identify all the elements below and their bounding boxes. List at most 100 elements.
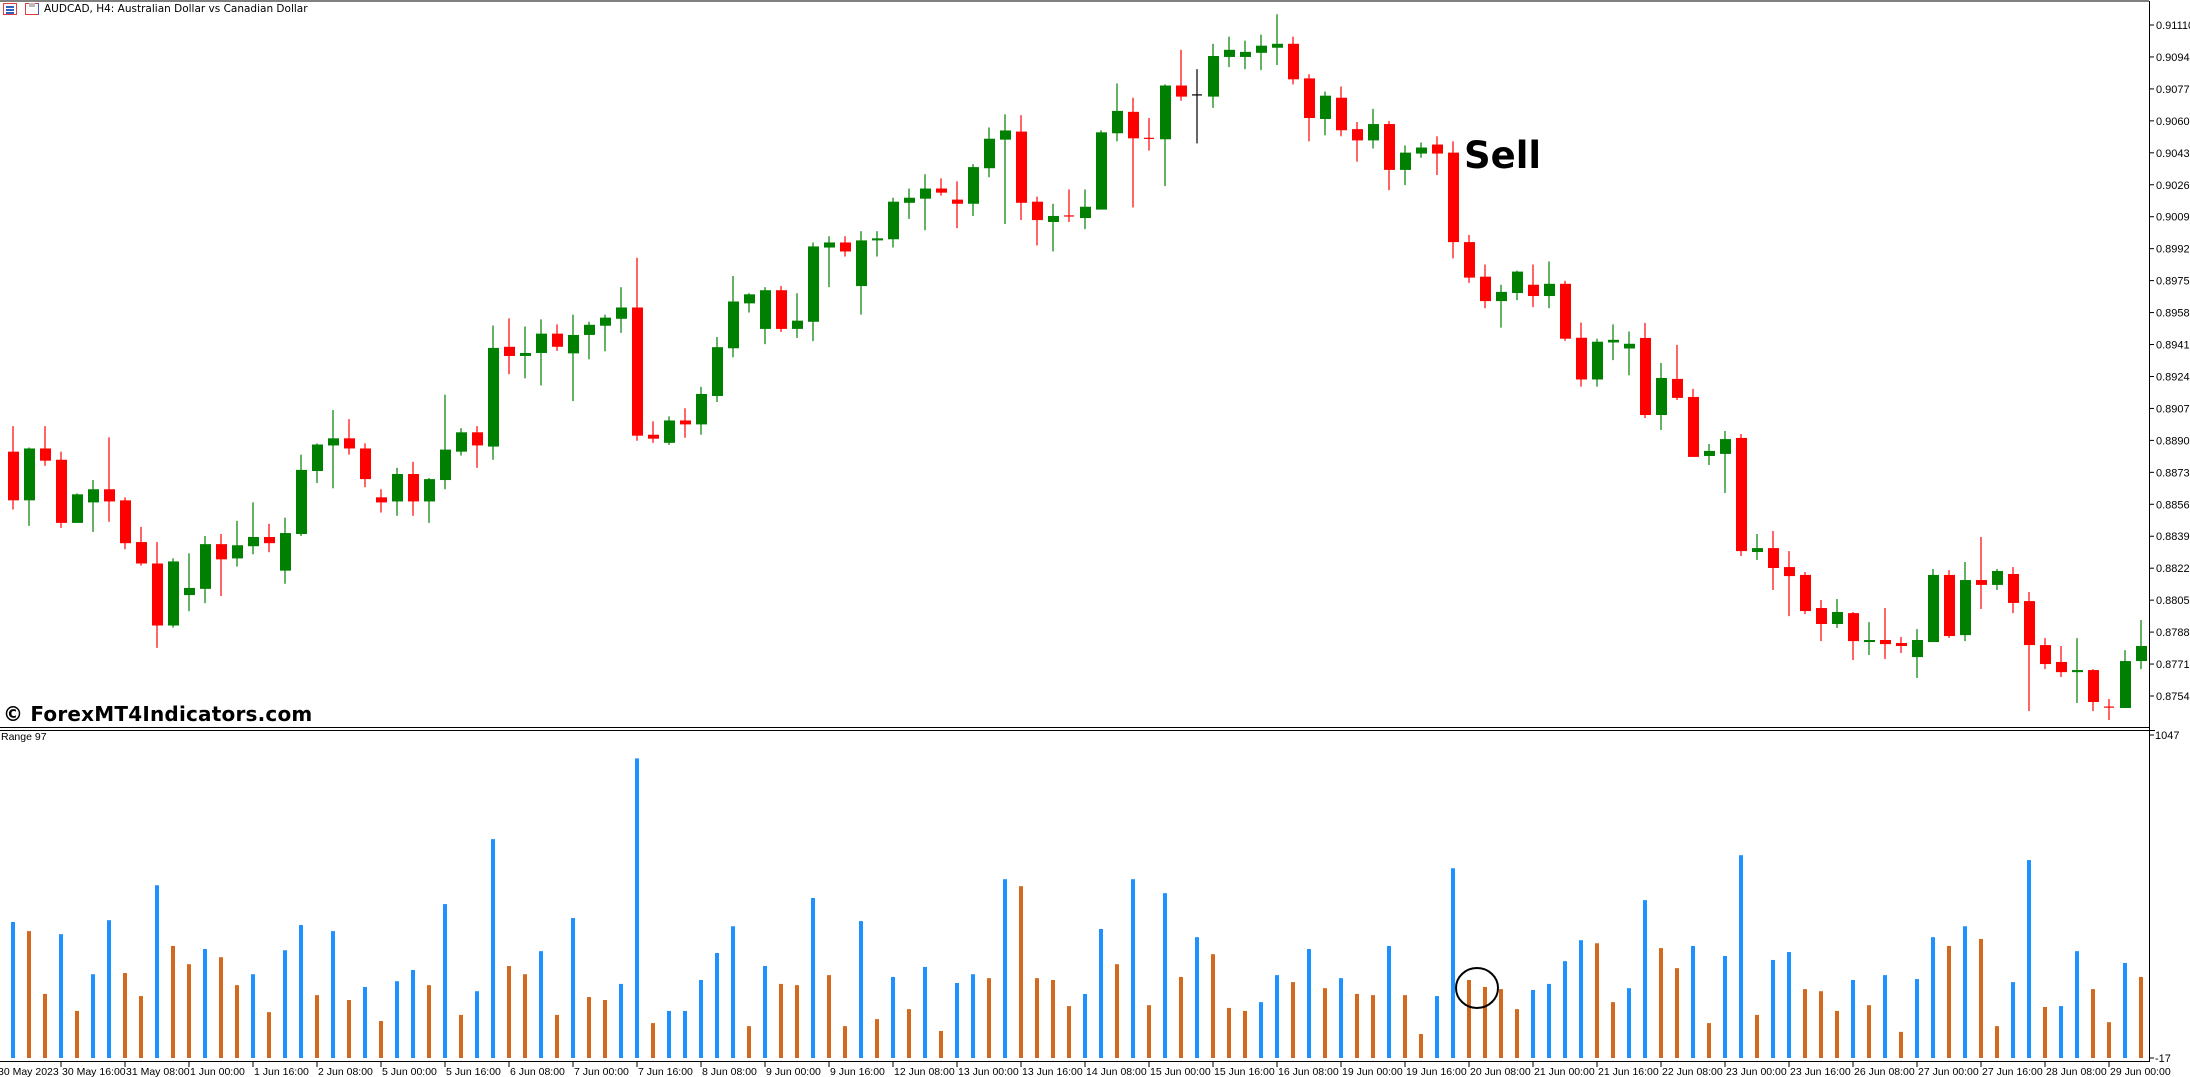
candle [280, 517, 291, 584]
range-bar [843, 1026, 847, 1058]
candle [360, 443, 371, 488]
candle [296, 454, 307, 537]
candle [1576, 322, 1587, 387]
candle [824, 236, 835, 288]
range-bar [1435, 996, 1439, 1058]
candle [168, 558, 179, 628]
candle-body [2008, 574, 2019, 603]
candle-body [1384, 124, 1395, 170]
candle [1544, 261, 1555, 309]
candle-body [1576, 337, 1587, 380]
candle [152, 542, 163, 648]
time-axis: 30 May 2023 30 May 16:00 31 May 08:00 1 Jun… [0, 1062, 2171, 1077]
range-bar [619, 983, 623, 1058]
candle [1944, 570, 1955, 638]
range-bar [2075, 951, 2079, 1058]
candle-body [952, 199, 963, 204]
candle-body [1048, 215, 1059, 222]
candle-body [1736, 437, 1747, 552]
candle [2056, 646, 2067, 678]
range-bar [27, 931, 31, 1058]
highlight-circle [1455, 966, 1499, 1009]
range-bar [1531, 990, 1535, 1058]
range-bar [1259, 1002, 1263, 1058]
chart-window-icon[interactable] [25, 3, 39, 15]
range-bar [651, 1023, 655, 1058]
candle [2104, 699, 2114, 721]
range-bar [363, 986, 367, 1058]
candle [24, 447, 35, 526]
watermark: © ForexMT4Indicators.com [3, 702, 313, 726]
range-bar [491, 839, 495, 1058]
candle-body [1928, 574, 1939, 643]
indicator-title: Range 97 [1, 731, 47, 743]
candle [1624, 331, 1635, 376]
range-bar [1211, 954, 1215, 1058]
range-bar [1387, 945, 1391, 1058]
time-tick-label: 16 Jun 08:00 [1278, 1066, 1339, 1077]
candle-body [984, 138, 995, 169]
range-bar [891, 976, 895, 1058]
candle [936, 178, 947, 196]
range-bar [1595, 943, 1599, 1058]
range-bar [1147, 1005, 1151, 1058]
candle-body [1592, 341, 1603, 380]
range-bar [603, 1000, 607, 1058]
range-bar [1787, 952, 1791, 1058]
range-bar [1483, 986, 1487, 1058]
candle-body [1160, 85, 1171, 140]
range-bar [1883, 975, 1887, 1058]
candle-body [1864, 639, 1875, 643]
time-tick-label: 22 Jun 08:00 [1662, 1066, 1723, 1077]
candle [648, 421, 659, 443]
candle [1528, 264, 1539, 308]
candle [984, 127, 995, 178]
candle-body [328, 438, 339, 446]
range-bar [123, 973, 127, 1058]
list-window-icon[interactable] [3, 3, 17, 15]
candle [184, 553, 195, 612]
candle [328, 409, 339, 489]
candle [1368, 108, 1379, 149]
candle-body [2072, 670, 2083, 673]
candle-body [1624, 343, 1635, 349]
time-tick-label: 14 Jun 08:00 [1086, 1066, 1147, 1077]
indicator-axis: 1047 -17 [2149, 730, 2179, 1065]
candle-body [840, 242, 851, 252]
range-bar [395, 981, 399, 1058]
candle-body [1256, 45, 1267, 53]
range-bar [1035, 978, 1039, 1058]
candle-body [1112, 110, 1123, 134]
candle [616, 287, 627, 333]
range-bar [987, 978, 991, 1058]
candle [1320, 91, 1331, 136]
candle [1768, 530, 1779, 590]
time-tick-label: 28 Jun 08:00 [2046, 1066, 2107, 1077]
range-bar [763, 966, 767, 1058]
candle [760, 287, 771, 345]
candle [248, 502, 259, 555]
candle-body [760, 290, 771, 329]
time-tick-label: 12 Jun 08:00 [894, 1066, 955, 1077]
candle [104, 437, 115, 522]
candle [1912, 629, 1923, 678]
candle [744, 293, 755, 313]
candle-body [1960, 580, 1971, 636]
candle-body [920, 188, 931, 199]
candle-body [2136, 646, 2147, 662]
time-tick-label: 21 Jun 16:00 [1598, 1066, 1659, 1077]
candle-body [584, 324, 595, 335]
candle-body [1320, 95, 1331, 119]
candle [56, 451, 67, 528]
range-bar [1099, 928, 1103, 1058]
range-bar [1051, 979, 1055, 1058]
candle [1976, 536, 1987, 609]
price-tick-label: 0.87540 [2156, 691, 2190, 703]
range-bar [1163, 893, 1167, 1058]
candle [488, 325, 499, 460]
